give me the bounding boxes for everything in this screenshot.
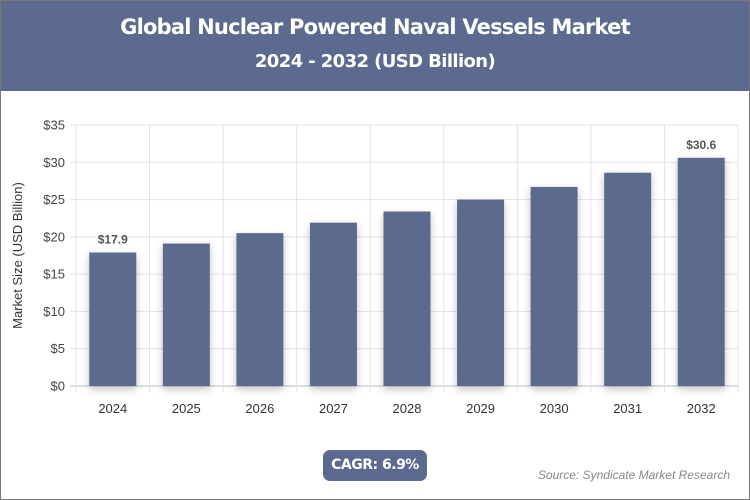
bar-2032 [677,157,725,386]
bar-2027 [309,222,357,386]
y-tick-label: $0 [51,379,65,394]
bar-2030 [530,186,578,386]
x-tick-label: 2031 [613,401,642,416]
x-tick-label: 2025 [172,401,201,416]
x-tick-label: 2029 [466,401,495,416]
bar-2024 [89,252,137,386]
x-tick-label: 2032 [687,401,716,416]
bar-2026 [236,233,284,386]
x-tick-label: 2024 [98,401,127,416]
data-label: $30.6 [686,138,716,152]
x-tick-label: 2027 [319,401,348,416]
y-tick-label: $10 [43,304,65,319]
source-note: Source: Syndicate Market Research [537,468,730,482]
y-axis-title: Market Size (USD Billion) [10,182,25,329]
chart-header: Global Nuclear Powered Naval Vessels Mar… [1,1,749,91]
x-tick-label: 2026 [245,401,274,416]
y-tick-label: $30 [43,155,65,170]
bar-2031 [604,172,652,386]
bar-2029 [457,199,505,386]
bar-2025 [162,243,210,386]
x-tick-label: 2030 [540,401,569,416]
y-tick-label: $35 [43,118,65,133]
chart-subtitle: 2024 - 2032 (USD Billion) [254,51,496,72]
bar-2028 [383,211,431,386]
y-tick-label: $20 [43,229,65,244]
y-tick-label: $25 [43,192,65,207]
x-tick-label: 2028 [393,401,422,416]
y-tick-label: $5 [51,341,65,356]
y-tick-label: $15 [43,267,65,282]
data-label: $17.9 [98,233,128,247]
cagr-badge: CAGR: 6.9% [323,450,427,481]
chart-title: Global Nuclear Powered Naval Vessels Mar… [120,15,630,39]
